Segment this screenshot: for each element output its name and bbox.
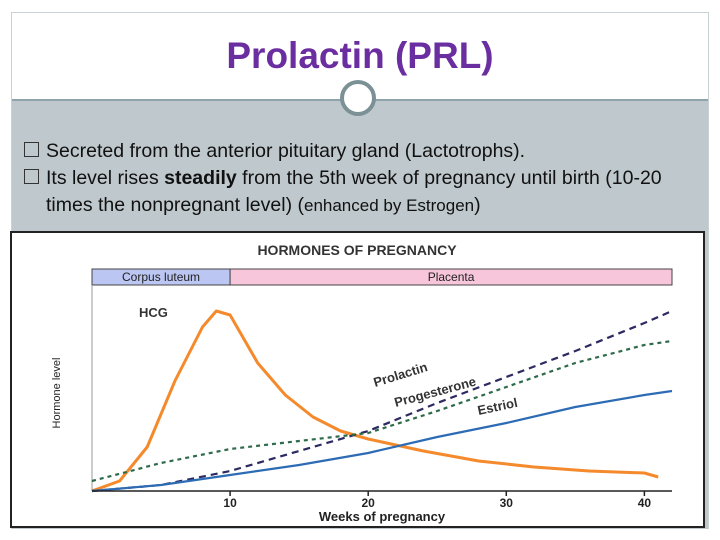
phase-label: Placenta [428, 270, 475, 284]
bullet-text-bold: steadily [164, 167, 237, 189]
chart-svg: HORMONES OF PREGNANCY Corpus luteum Place… [51, 242, 673, 524]
bullet-text: Secreted from the anterior pituitary gla… [46, 140, 526, 162]
series-label: HCG [139, 305, 168, 320]
phase-label: Corpus luteum [122, 270, 200, 284]
y-axis-label: Hormone level [51, 358, 63, 429]
divider-ring-icon [340, 80, 376, 116]
bullet-text-small: enhanced by Estrogen [303, 196, 475, 215]
chart-title: HORMONES OF PREGNANCY [257, 242, 457, 258]
series-label: Prolactin [372, 359, 430, 390]
series-line-progesterone [91, 339, 673, 483]
x-tick-label: 20 [362, 496, 376, 510]
bullet-item: Secreted from the anterior pituitary gla… [24, 138, 704, 165]
series-line-estriol [91, 389, 673, 493]
series-line-prolactin [91, 309, 673, 493]
x-tick-label: 30 [500, 496, 514, 510]
series-label: Estriol [476, 395, 519, 418]
checkbox-bullet-icon [24, 142, 39, 157]
x-tick-label: 40 [638, 496, 652, 510]
x-tick-label: 10 [223, 496, 237, 510]
x-axis-label: Weeks of pregnancy [319, 509, 446, 524]
bullet-list: Secreted from the anterior pituitary gla… [24, 138, 704, 219]
bullet-text-post: from the 5th week of pregnancy until bir… [46, 167, 662, 216]
phase-band-1 [229, 268, 673, 286]
slide-title: Prolactin (PRL) [226, 35, 494, 76]
series-line-hcg [91, 309, 659, 493]
checkbox-bullet-icon [24, 169, 39, 184]
bullet-text-pre: Its level rises [46, 167, 165, 189]
bullet-item: Its level rises steadily from the 5th we… [24, 165, 704, 219]
pregnancy-hormone-chart: HORMONES OF PREGNANCY Corpus luteum Place… [10, 231, 705, 528]
bullet-text-end: ) [474, 194, 481, 216]
